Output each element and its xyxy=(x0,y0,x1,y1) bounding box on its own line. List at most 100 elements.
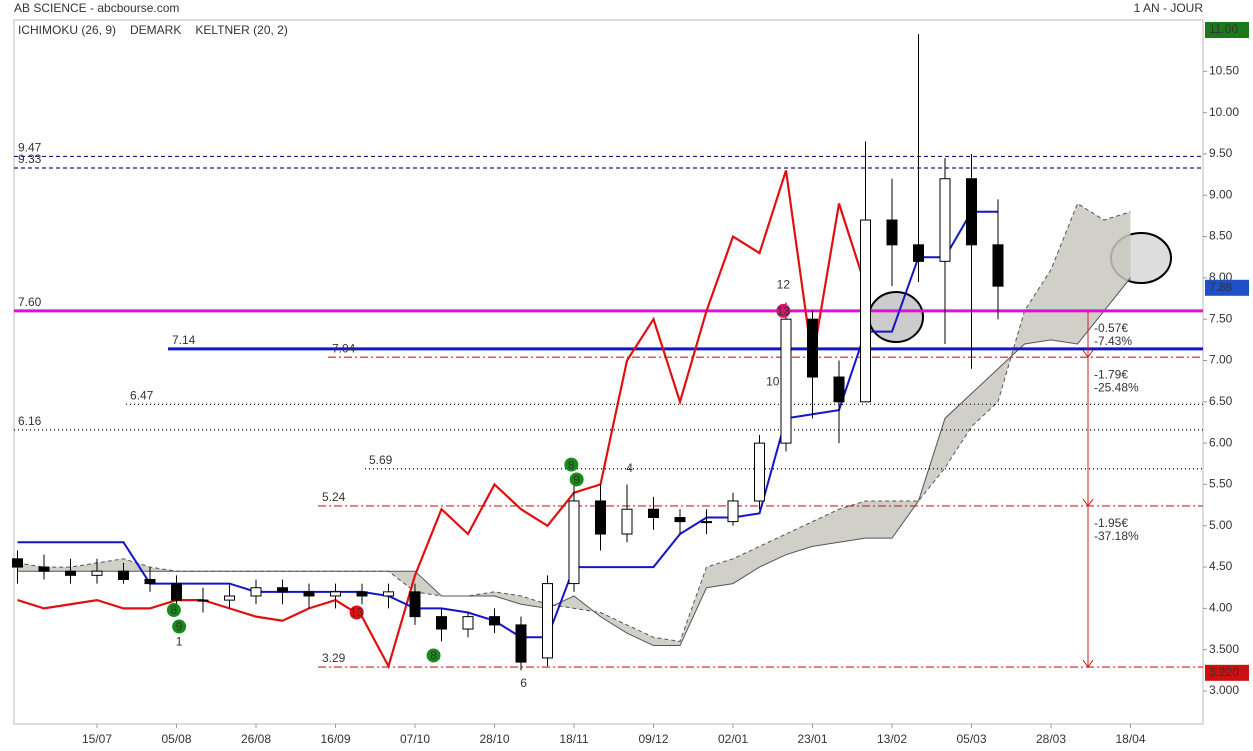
x-tick-label: 28/03 xyxy=(1036,732,1066,746)
demark-circle xyxy=(349,605,364,620)
cloud xyxy=(17,203,1131,646)
demark-label: 8 xyxy=(568,458,575,472)
demark-circle xyxy=(172,619,187,634)
annotation-percent: -37.18% xyxy=(1094,529,1139,543)
x-tick-label: 23/01 xyxy=(797,732,827,746)
candle-body xyxy=(939,178,951,262)
candle-body xyxy=(250,587,262,597)
demark-circle xyxy=(426,648,441,663)
period: 1 AN - JOUR xyxy=(1134,1,1204,15)
demark-label: 13 xyxy=(350,606,364,620)
y-tick-label: 6.50 xyxy=(1209,394,1233,408)
demark-label: 12 xyxy=(777,278,791,292)
chikou-line xyxy=(17,170,867,670)
candle-body xyxy=(65,570,76,576)
candle-body xyxy=(383,591,394,597)
demark-label: 9 xyxy=(176,620,183,634)
legend-entry: ICHIMOKU (26, 9) xyxy=(18,23,116,37)
candle-body xyxy=(542,583,553,659)
y-tick-label: 10.50 xyxy=(1209,63,1239,77)
level-label: 7.14 xyxy=(172,333,196,347)
y-tick-label: 4.50 xyxy=(1209,559,1233,573)
demark-circle xyxy=(776,303,791,318)
candle-body xyxy=(409,591,421,618)
candle-body xyxy=(356,591,368,597)
span-b-line xyxy=(17,277,1131,647)
candle-body xyxy=(38,566,50,572)
level-label: 9.47 xyxy=(18,141,42,155)
candle-body xyxy=(621,508,633,535)
annotation-percent: -25.48% xyxy=(1094,380,1139,394)
candle-body xyxy=(12,558,23,568)
demark-label: 13 xyxy=(777,304,791,318)
price-tag xyxy=(1205,22,1249,38)
x-tick-label: 28/10 xyxy=(479,732,509,746)
candle-body xyxy=(860,219,871,403)
y-tick-label: 9.50 xyxy=(1209,146,1233,160)
candle-body xyxy=(754,442,765,502)
x-tick-label: 15/07 xyxy=(82,732,112,746)
x-tick-label: 09/12 xyxy=(638,732,668,746)
highlight-ellipse xyxy=(868,291,924,343)
y-tick-label: 5.00 xyxy=(1209,518,1233,532)
candle-body xyxy=(277,587,288,593)
candle-body xyxy=(807,318,818,378)
candle-body xyxy=(648,508,659,518)
candle-body xyxy=(144,578,156,585)
candle-body xyxy=(992,244,1004,287)
candle-body xyxy=(462,616,474,630)
candle-body xyxy=(303,591,315,597)
x-tick-label: 07/10 xyxy=(400,732,430,746)
x-tick-label: 18/11 xyxy=(559,732,588,746)
x-tick-label: 05/08 xyxy=(161,732,191,746)
candle-body xyxy=(568,500,580,585)
level-label: 7.60 xyxy=(18,295,42,309)
x-tick-label: 26/08 xyxy=(241,732,271,746)
level-label: 6.47 xyxy=(130,388,154,402)
annotation-amount: -1.95€ xyxy=(1094,516,1128,530)
chart-title: AB SCIENCE - abcbourse.com xyxy=(14,1,179,15)
demark-label: 8 xyxy=(430,649,437,663)
candle-body xyxy=(436,616,447,630)
candle-body xyxy=(91,570,103,576)
price-tag xyxy=(1205,664,1249,681)
candle-body xyxy=(966,178,977,246)
candle-body xyxy=(780,318,792,444)
candle-body xyxy=(595,500,606,535)
x-tick-label: 16/09 xyxy=(320,732,350,746)
candle-body xyxy=(886,219,898,246)
level-label: 5.69 xyxy=(369,453,393,467)
price-tag-label: 3.220 xyxy=(1209,665,1239,679)
annotation-percent: -7.43% xyxy=(1094,334,1132,348)
candle-body xyxy=(197,599,209,602)
demark-label: 6 xyxy=(520,676,527,690)
level-label: 5.24 xyxy=(322,490,346,504)
legend-entry: KELTNER (20, 2) xyxy=(195,23,287,37)
y-tick-label: 7.00 xyxy=(1209,353,1233,367)
demark-label: 8 xyxy=(171,603,178,617)
x-tick-label: 18/04 xyxy=(1115,732,1145,746)
y-tick-label: 10.00 xyxy=(1209,105,1239,119)
candle-body xyxy=(674,516,686,523)
price-tag xyxy=(1205,279,1249,296)
y-tick-label: 4.00 xyxy=(1209,601,1233,615)
demark-label: 10 xyxy=(766,374,780,388)
level-label: 6.16 xyxy=(18,414,42,428)
level-label: 9.33 xyxy=(18,152,42,166)
candle-body xyxy=(833,376,845,403)
x-tick-label: 05/03 xyxy=(956,732,986,746)
x-tick-label: 02/01 xyxy=(718,732,748,746)
candle-body xyxy=(515,624,527,663)
level-label: 7.04 xyxy=(332,341,356,355)
demark-circle xyxy=(564,457,579,472)
candle-body xyxy=(701,521,712,524)
candle-body xyxy=(913,244,924,262)
candle-body xyxy=(118,570,129,580)
y-tick-label: 9.00 xyxy=(1209,187,1233,201)
x-tick-label: 13/02 xyxy=(877,732,907,746)
y-tick-label: 3.500 xyxy=(1209,642,1239,656)
demark-label: 4 xyxy=(626,461,633,475)
level-label: 3.29 xyxy=(322,651,346,665)
candle-body xyxy=(224,595,235,601)
